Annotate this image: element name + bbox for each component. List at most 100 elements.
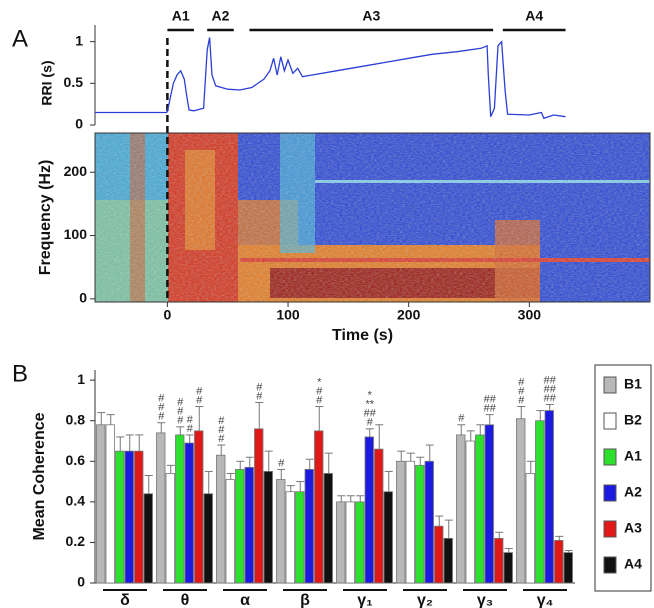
bar <box>295 491 305 584</box>
bar <box>544 410 554 584</box>
significance-mark: # <box>518 385 525 397</box>
significance-mark: ## <box>484 394 497 406</box>
bar <box>96 424 106 584</box>
significance-mark: * <box>368 390 373 402</box>
x-tick-label: γ₃ <box>477 592 493 608</box>
bar <box>434 525 444 584</box>
bar <box>263 471 273 584</box>
y-axis-label: Mean Coherence <box>31 412 48 540</box>
bar <box>244 466 254 584</box>
significance-mark: # <box>158 393 165 405</box>
legend-label: A2 <box>624 484 642 500</box>
bar <box>475 434 485 584</box>
legend-label: A4 <box>624 556 642 572</box>
bar <box>156 432 166 584</box>
bar <box>424 460 434 584</box>
bar <box>383 491 393 584</box>
bar <box>405 460 415 584</box>
bar <box>355 501 365 584</box>
significance-mark: # <box>256 381 263 393</box>
bar <box>276 479 286 584</box>
bar <box>216 454 226 584</box>
period-label: A1 <box>172 8 190 24</box>
legend-swatch <box>603 376 617 394</box>
bar <box>554 540 564 584</box>
legend-label: A1 <box>624 448 642 464</box>
significance-mark: # <box>187 423 194 435</box>
significance-mark: # <box>177 415 184 427</box>
spectrogram-frame <box>94 132 651 303</box>
bar <box>314 430 324 584</box>
significance-mark: # <box>278 457 285 469</box>
significance-mark: # <box>218 415 225 427</box>
legend-swatch <box>603 448 617 466</box>
x-tick-label: θ <box>181 592 190 608</box>
spectrogram-noise <box>95 133 650 302</box>
bar <box>494 537 504 584</box>
bar <box>124 450 134 584</box>
bar <box>203 493 213 584</box>
y-tick-label: 1 <box>77 371 85 387</box>
bar <box>304 468 314 584</box>
y-axis-label: Frequency (Hz) <box>37 160 54 276</box>
bar <box>134 450 144 584</box>
y-tick-label: 0.5 <box>64 74 84 90</box>
legend-label: A3 <box>624 520 642 536</box>
significance-mark: # <box>177 406 184 418</box>
x-tick-label: γ₁ <box>357 592 373 608</box>
legend-swatch <box>603 484 617 502</box>
significance-mark: # <box>367 417 374 429</box>
y-tick-label: 0 <box>79 290 87 306</box>
significance-mark: # <box>518 376 525 388</box>
y-tick-label: 0.8 <box>66 411 86 427</box>
bar <box>254 428 264 584</box>
bar <box>105 424 115 584</box>
x-tick-label: γ₄ <box>537 592 554 608</box>
bar <box>563 552 573 584</box>
y-tick-label: 1 <box>75 32 83 48</box>
legend-swatch <box>603 556 617 574</box>
bar <box>364 436 374 584</box>
y-tick-label: 0.2 <box>66 533 86 549</box>
y-tick-label: 0 <box>77 574 85 590</box>
significance-mark: ## <box>544 374 557 386</box>
significance-mark: # <box>187 414 194 426</box>
significance-mark: ## <box>544 383 557 395</box>
significance-mark: # <box>316 385 323 397</box>
significance-mark: # <box>196 385 203 397</box>
legend-swatch <box>603 412 617 430</box>
significance-mark: ** <box>365 399 374 411</box>
bar <box>184 442 194 584</box>
bar <box>143 493 153 584</box>
bar <box>516 418 526 584</box>
bar <box>336 501 346 584</box>
bar <box>165 473 175 584</box>
bar <box>194 430 204 584</box>
bar <box>374 448 384 584</box>
significance-mark: # <box>177 397 184 409</box>
significance-mark: # <box>218 433 225 445</box>
significance-mark: # <box>458 413 465 425</box>
bar <box>456 434 466 584</box>
bar <box>115 450 125 584</box>
legend-label: B2 <box>624 412 642 428</box>
significance-mark: ## <box>544 392 557 404</box>
y-tick-label: 0.6 <box>66 452 86 468</box>
significance-mark: # <box>218 424 225 436</box>
bar <box>525 473 535 584</box>
period-label: A4 <box>525 8 543 24</box>
y-tick-label: 100 <box>64 226 88 242</box>
significance-mark: # <box>158 402 165 414</box>
bar <box>396 460 406 584</box>
bar <box>415 464 425 584</box>
x-tick-label: γ₂ <box>417 592 433 608</box>
significance-mark: # <box>316 394 323 406</box>
period-label: A3 <box>362 8 380 24</box>
bar <box>465 440 475 584</box>
significance-mark: * <box>317 376 322 388</box>
x-tick-label: β <box>300 592 310 608</box>
y-tick-label: 200 <box>64 163 88 179</box>
bar <box>443 537 453 584</box>
legend-label: B1 <box>624 376 642 392</box>
